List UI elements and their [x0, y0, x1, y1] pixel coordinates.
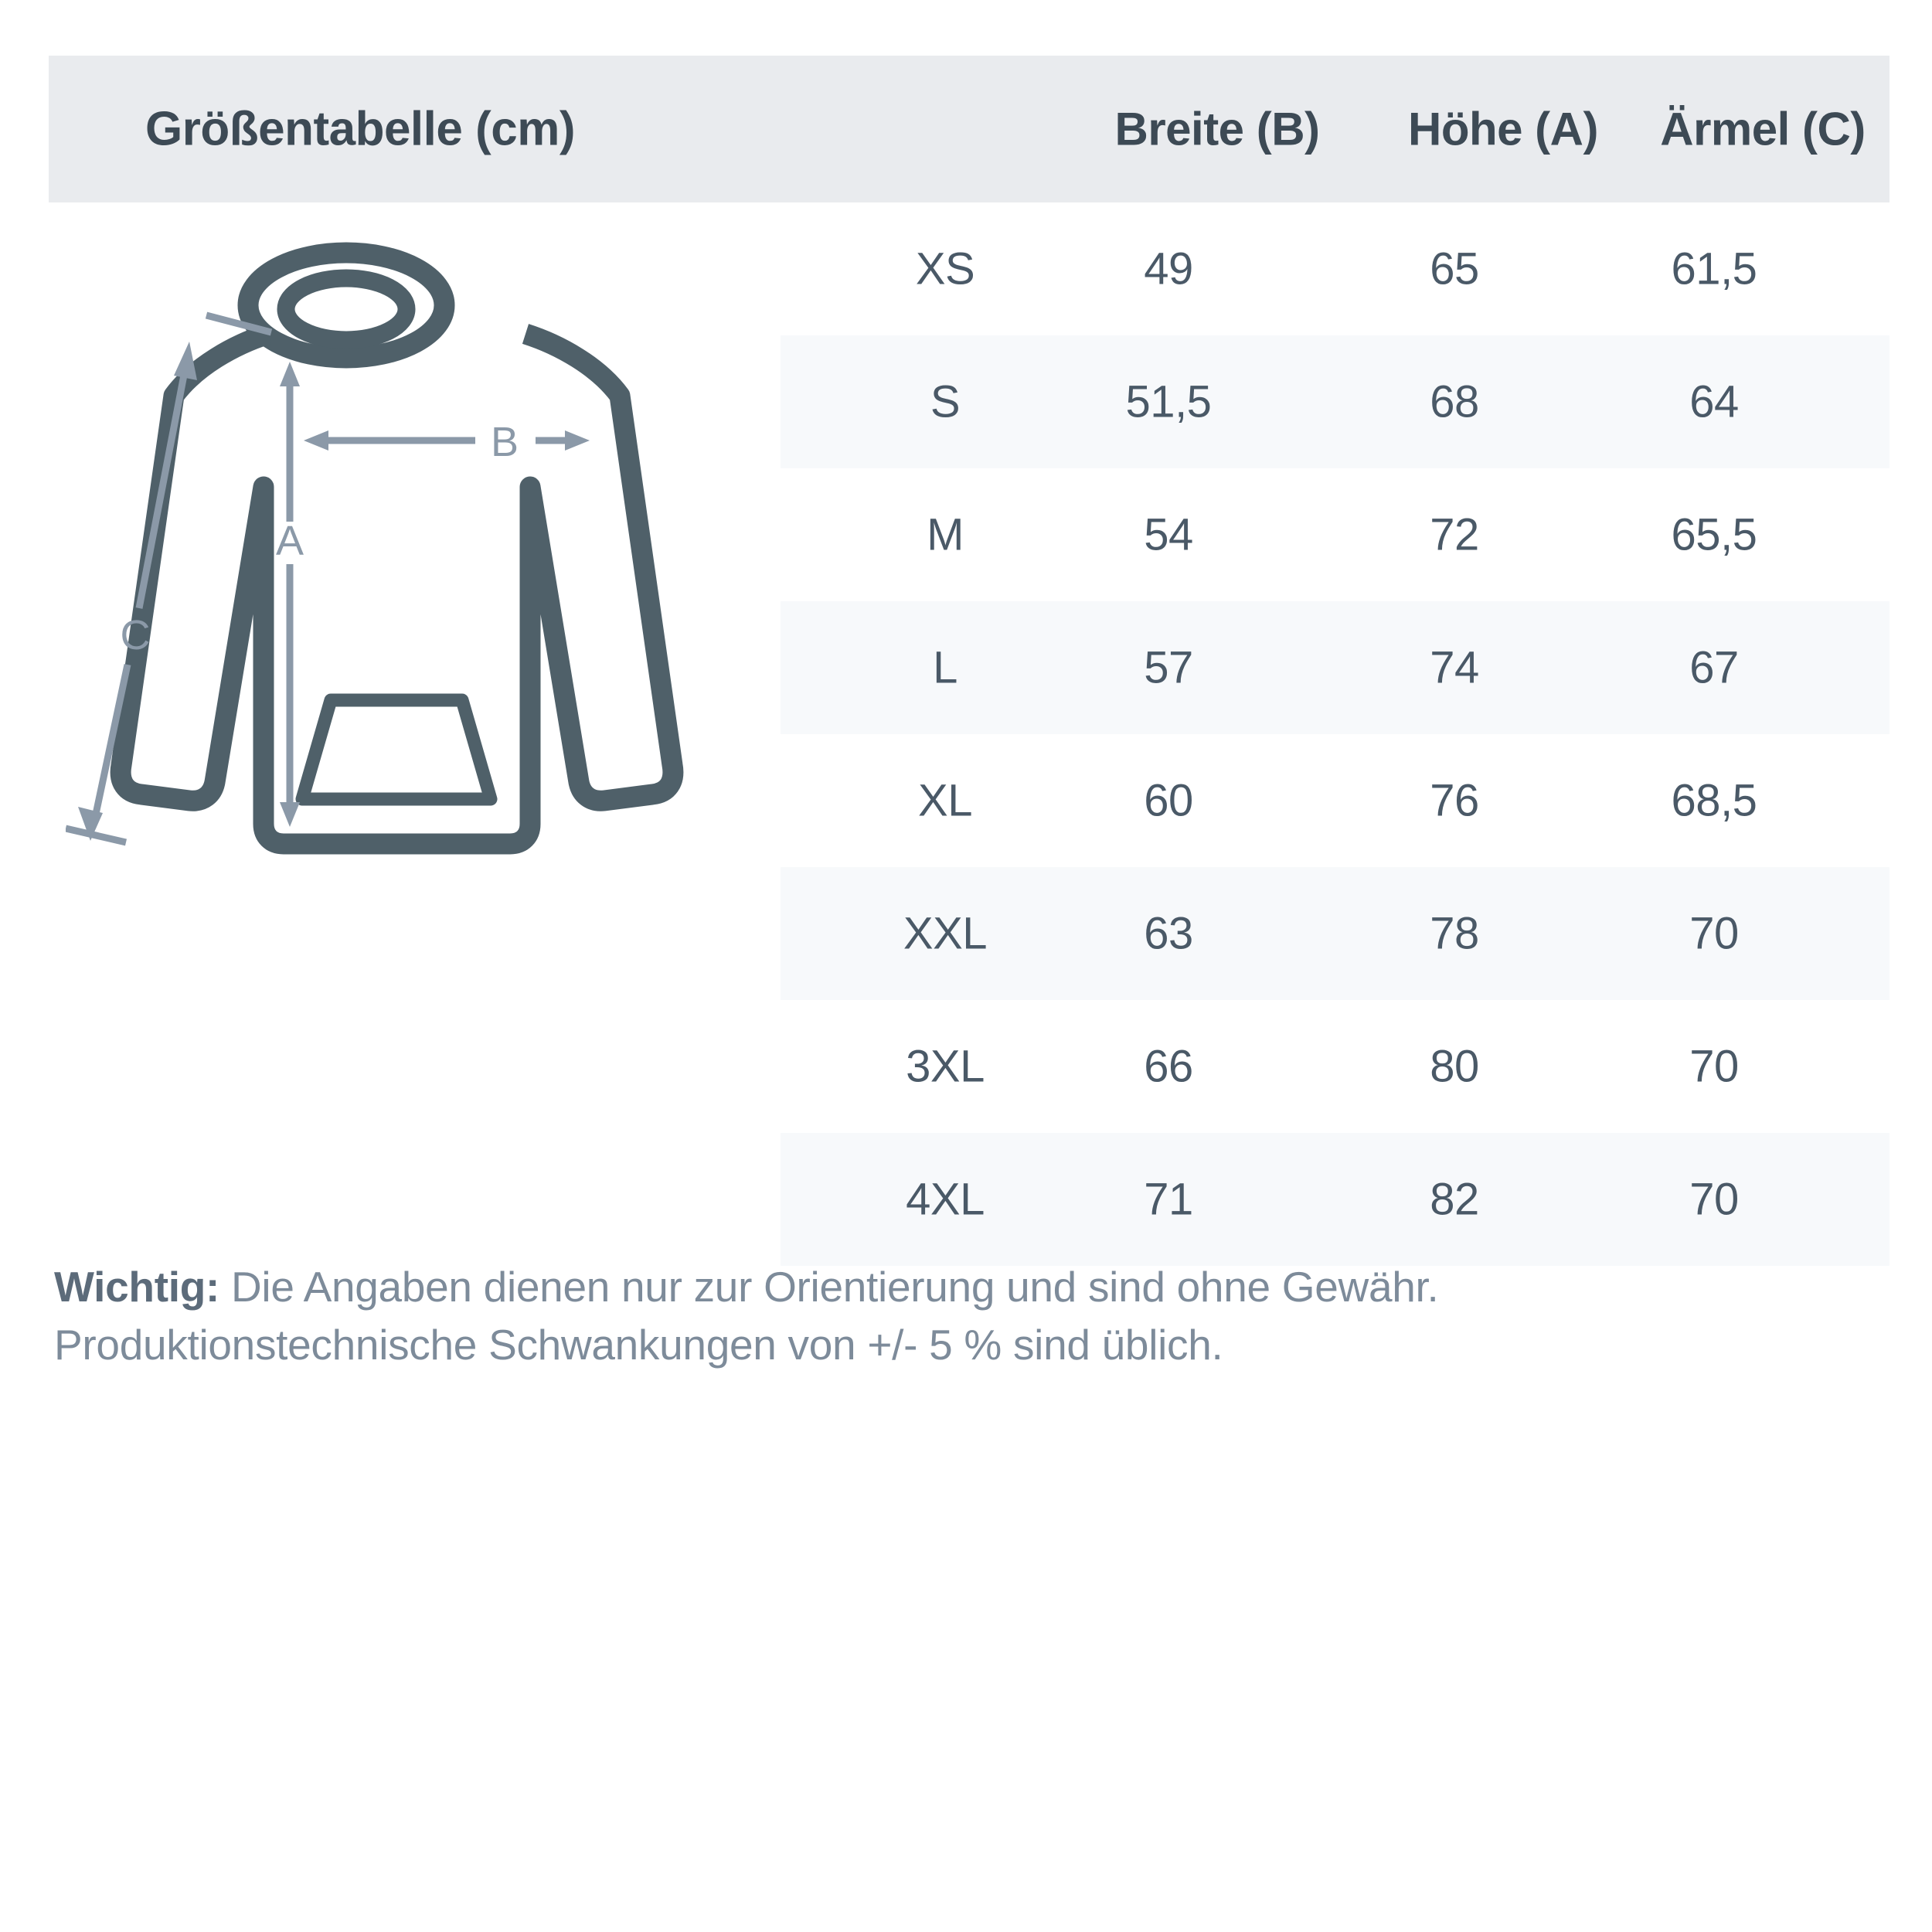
- footer-text: Die Angaben dienen nur zur Orientierung …: [54, 1263, 1439, 1369]
- size-table: XS 49 65 61,5 S 51,5 68 64 M 54 72 65,5 …: [781, 202, 1889, 1266]
- cell-aermel: 65,5: [1671, 509, 1757, 560]
- page-title: Größentabelle (cm): [145, 102, 576, 156]
- cell-size: XS: [915, 243, 975, 294]
- table-header-band: Größentabelle (cm) Breite (B) Höhe (A) Ä…: [49, 56, 1889, 202]
- cell-hoehe: 74: [1430, 642, 1479, 693]
- table-row: 3XL 66 80 70: [781, 1000, 1889, 1133]
- cell-hoehe: 65: [1430, 243, 1479, 294]
- cell-hoehe: 78: [1430, 908, 1479, 959]
- cell-breite: 66: [1144, 1041, 1193, 1092]
- cell-aermel: 70: [1689, 1174, 1739, 1225]
- cell-hoehe: 80: [1430, 1041, 1479, 1092]
- dimension-b-label: B: [491, 419, 519, 465]
- table-row: S 51,5 68 64: [781, 335, 1889, 468]
- dimension-b-arrow: [304, 430, 590, 451]
- cell-aermel: 61,5: [1671, 243, 1757, 294]
- cell-breite: 71: [1144, 1174, 1193, 1225]
- shoulder-left-edge-icon: [264, 334, 268, 487]
- cell-hoehe: 68: [1430, 376, 1479, 427]
- cell-hoehe: 76: [1430, 775, 1479, 826]
- cell-hoehe: 72: [1430, 509, 1479, 560]
- table-row: 4XL 71 82 70: [781, 1133, 1889, 1266]
- column-header-breite: Breite (B): [1114, 103, 1320, 155]
- hoodie-measurement-diagram: A B C: [66, 232, 784, 858]
- footer-disclaimer: Wichtig: Die Angaben dienen nur zur Orie…: [54, 1258, 1832, 1374]
- cell-breite: 63: [1144, 908, 1193, 959]
- kangaroo-pocket-icon: [295, 693, 498, 806]
- dimension-c-arrow: [66, 311, 273, 846]
- cell-size: S: [930, 376, 961, 427]
- cell-aermel: 70: [1689, 1041, 1739, 1092]
- cell-breite: 49: [1144, 243, 1193, 294]
- cell-size: XL: [918, 775, 972, 826]
- cell-hoehe: 82: [1430, 1174, 1479, 1225]
- table-row: XS 49 65 61,5: [781, 202, 1889, 335]
- footer-strong-label: Wichtig:: [54, 1263, 220, 1311]
- cell-size: M: [927, 509, 964, 560]
- hoodie-body-outline-icon: [110, 324, 684, 855]
- cell-aermel: 64: [1689, 376, 1739, 427]
- table-row: L 57 74 67: [781, 601, 1889, 734]
- cell-size: 4XL: [906, 1174, 985, 1225]
- cell-size: L: [933, 642, 957, 693]
- table-row: XL 60 76 68,5: [781, 734, 1889, 867]
- cell-aermel: 67: [1689, 642, 1739, 693]
- cell-aermel: 68,5: [1671, 775, 1757, 826]
- table-row: XXL 63 78 70: [781, 867, 1889, 1000]
- cell-breite: 51,5: [1125, 376, 1212, 427]
- cell-breite: 60: [1144, 775, 1193, 826]
- dimension-a-label: A: [276, 518, 304, 564]
- column-header-hoehe: Höhe (A): [1408, 103, 1598, 155]
- cell-breite: 54: [1144, 509, 1193, 560]
- hood-inner-icon: [277, 269, 416, 349]
- dimension-a-arrow: [280, 362, 300, 827]
- cell-aermel: 70: [1689, 908, 1739, 959]
- cell-breite: 57: [1144, 642, 1193, 693]
- table-row: M 54 72 65,5: [781, 468, 1889, 601]
- cell-size: 3XL: [906, 1041, 985, 1092]
- dimension-c-label: C: [121, 612, 151, 658]
- hood-outer-icon: [237, 242, 455, 369]
- cell-size: XXL: [903, 908, 988, 959]
- column-header-aermel: Ärmel (C): [1660, 103, 1866, 155]
